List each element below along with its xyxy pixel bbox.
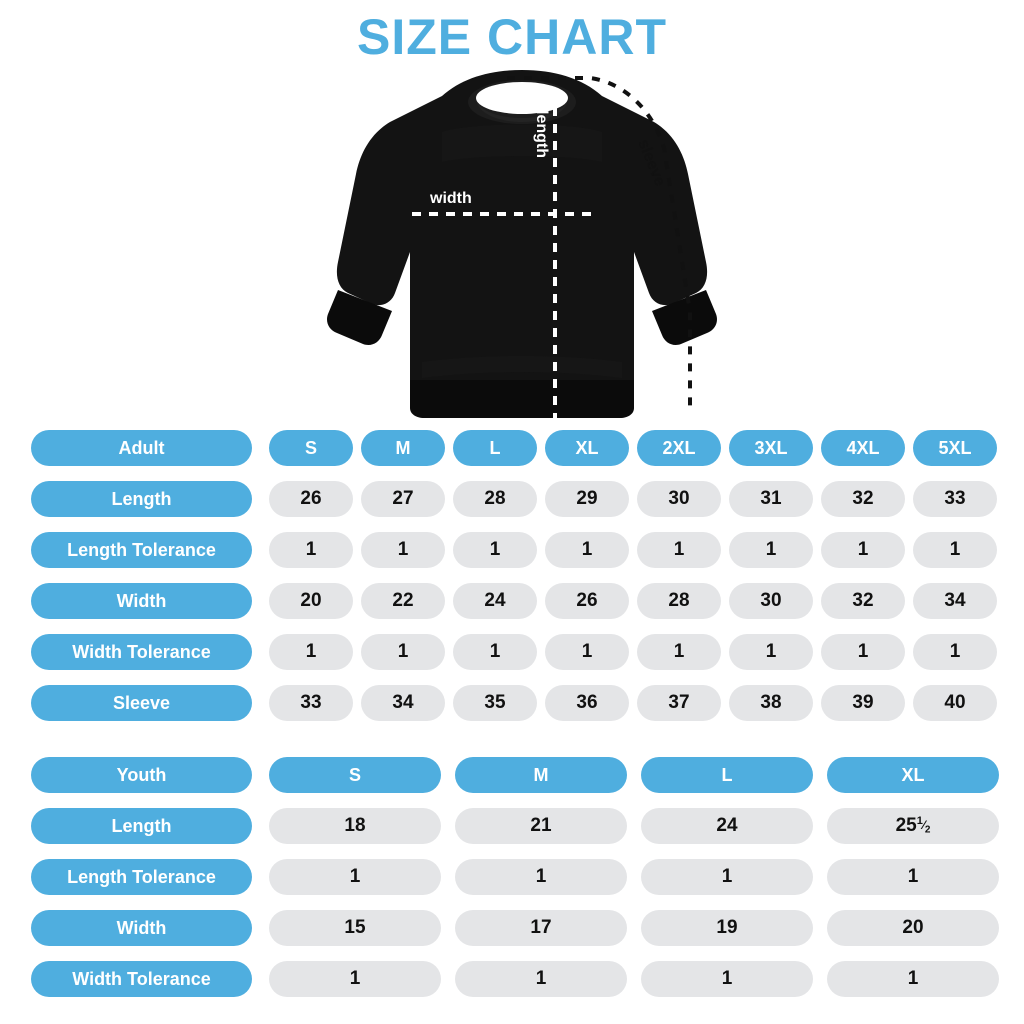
column-header-xl: XL xyxy=(827,757,999,793)
cell-length-2xl: 30 xyxy=(637,481,721,517)
table-header-row: Youth S M L XL xyxy=(31,757,999,793)
cell-length-tolerance-3xl: 1 xyxy=(729,532,813,568)
cell-length-tolerance-xl: 1 xyxy=(545,532,629,568)
cell-width-s: 20 xyxy=(269,583,353,619)
cell-width-2xl: 28 xyxy=(637,583,721,619)
column-header-2xl: 2XL xyxy=(637,430,721,466)
column-header-s: S xyxy=(269,430,353,466)
table-row: Sleeve 33 34 35 36 37 38 39 40 xyxy=(31,685,997,721)
cell-sleeve-2xl: 37 xyxy=(637,685,721,721)
cell-length-tolerance-5xl: 1 xyxy=(913,532,997,568)
cell-length-l: 28 xyxy=(453,481,537,517)
cell-length-s: 18 xyxy=(269,808,441,844)
cell-width-m: 17 xyxy=(455,910,627,946)
column-header-3xl: 3XL xyxy=(729,430,813,466)
width-measure-label: width xyxy=(430,190,472,207)
cell-width-tolerance-m: 1 xyxy=(361,634,445,670)
length-measure-label: length xyxy=(533,110,550,158)
cell-length-tolerance-xl: 1 xyxy=(827,859,999,895)
cell-length-tolerance-s: 1 xyxy=(269,532,353,568)
cell-sleeve-m: 34 xyxy=(361,685,445,721)
cell-width-tolerance-xl: 1 xyxy=(827,961,999,997)
cell-sleeve-l: 35 xyxy=(453,685,537,721)
sweatshirt-svg xyxy=(327,70,717,420)
cell-length-l: 24 xyxy=(641,808,813,844)
table-row: Width Tolerance 1 1 1 1 1 1 1 1 xyxy=(31,634,997,670)
cell-width-5xl: 34 xyxy=(913,583,997,619)
cell-length-tolerance-l: 1 xyxy=(641,859,813,895)
cell-sleeve-3xl: 38 xyxy=(729,685,813,721)
page-title: SIZE CHART xyxy=(357,9,667,65)
cell-width-4xl: 32 xyxy=(821,583,905,619)
cell-width-s: 15 xyxy=(269,910,441,946)
cell-width-m: 22 xyxy=(361,583,445,619)
cell-length-5xl: 33 xyxy=(913,481,997,517)
cell-width-3xl: 30 xyxy=(729,583,813,619)
table-row: Length Tolerance 1 1 1 1 xyxy=(31,859,999,895)
table-row: Width 20 22 24 26 28 30 32 34 xyxy=(31,583,997,619)
row-label-width-tolerance: Width Tolerance xyxy=(31,634,252,670)
cell-length-tolerance-m: 1 xyxy=(361,532,445,568)
cell-width-tolerance-3xl: 1 xyxy=(729,634,813,670)
row-label-length-tolerance: Length Tolerance xyxy=(31,532,252,568)
cell-length-m: 27 xyxy=(361,481,445,517)
cell-width-l: 24 xyxy=(453,583,537,619)
column-header-l: L xyxy=(453,430,537,466)
cell-width-tolerance-4xl: 1 xyxy=(821,634,905,670)
cell-width-tolerance-5xl: 1 xyxy=(913,634,997,670)
youth-table-title-cell: Youth xyxy=(31,757,252,793)
table-row: Width 15 17 19 20 xyxy=(31,910,999,946)
column-header-5xl: 5XL xyxy=(913,430,997,466)
column-header-xl: XL xyxy=(545,430,629,466)
row-label-width: Width xyxy=(31,583,252,619)
table-header-row: Adult S M L XL 2XL 3XL 4XL 5XL xyxy=(31,430,997,466)
adult-table-title-cell: Adult xyxy=(31,430,252,466)
row-label-length: Length xyxy=(31,808,252,844)
column-header-4xl: 4XL xyxy=(821,430,905,466)
youth-size-table: Youth S M L XL Length 18 21 24 25 1⁄2 Length Tolera… xyxy=(31,757,999,997)
cell-sleeve-xl: 36 xyxy=(545,685,629,721)
cell-length-tolerance-4xl: 1 xyxy=(821,532,905,568)
row-label-width-tolerance: Width Tolerance xyxy=(31,961,252,997)
cell-width-tolerance-l: 1 xyxy=(453,634,537,670)
column-header-l: L xyxy=(641,757,813,793)
cell-width-xl: 26 xyxy=(545,583,629,619)
cell-length-4xl: 32 xyxy=(821,481,905,517)
row-label-length-tolerance: Length Tolerance xyxy=(31,859,252,895)
row-label-length: Length xyxy=(31,481,252,517)
cell-length-tolerance-m: 1 xyxy=(455,859,627,895)
cell-width-l: 19 xyxy=(641,910,813,946)
row-label-sleeve: Sleeve xyxy=(31,685,252,721)
cell-width-tolerance-m: 1 xyxy=(455,961,627,997)
cell-length-3xl: 31 xyxy=(729,481,813,517)
cell-length-xl: 29 xyxy=(545,481,629,517)
garment-illustration: width length sleeve xyxy=(322,62,722,424)
table-row: Width Tolerance 1 1 1 1 xyxy=(31,961,999,997)
column-header-m: M xyxy=(455,757,627,793)
cell-width-tolerance-s: 1 xyxy=(269,634,353,670)
table-row: Length 18 21 24 25 1⁄2 xyxy=(31,808,999,844)
cell-length-tolerance-l: 1 xyxy=(453,532,537,568)
cell-sleeve-4xl: 39 xyxy=(821,685,905,721)
row-label-width: Width xyxy=(31,910,252,946)
cell-sleeve-5xl: 40 xyxy=(913,685,997,721)
cell-width-tolerance-s: 1 xyxy=(269,961,441,997)
table-row: Length 26 27 28 29 30 31 32 33 xyxy=(31,481,997,517)
adult-size-table: Adult S M L XL 2XL 3XL 4XL 5XL Length 26 27 28 29 30 31… xyxy=(31,430,997,721)
cell-length-s: 26 xyxy=(269,481,353,517)
cell-length-tolerance-2xl: 1 xyxy=(637,532,721,568)
cell-width-tolerance-xl: 1 xyxy=(545,634,629,670)
column-header-m: M xyxy=(361,430,445,466)
table-row: Length Tolerance 1 1 1 1 1 1 1 1 xyxy=(31,532,997,568)
cell-length-tolerance-s: 1 xyxy=(269,859,441,895)
cell-length-xl: 25 1⁄2 xyxy=(827,808,999,844)
cell-length-m: 21 xyxy=(455,808,627,844)
cell-width-tolerance-l: 1 xyxy=(641,961,813,997)
cell-sleeve-s: 33 xyxy=(269,685,353,721)
cell-width-xl: 20 xyxy=(827,910,999,946)
column-header-s: S xyxy=(269,757,441,793)
cell-width-tolerance-2xl: 1 xyxy=(637,634,721,670)
